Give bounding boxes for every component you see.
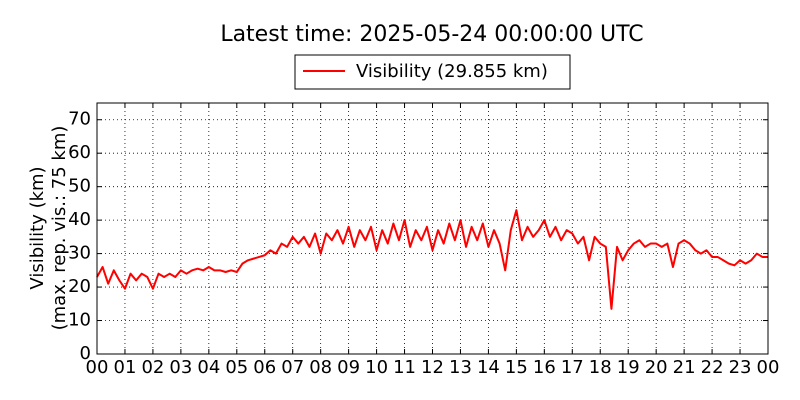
y-tick-label: 70 — [68, 109, 91, 130]
x-tick-label: 01 — [114, 357, 137, 378]
y-tick-label: 10 — [68, 310, 91, 331]
x-tick-label: 09 — [337, 357, 360, 378]
x-tick-label: 18 — [589, 357, 612, 378]
y-label-line: Visibility (km) — [27, 166, 48, 289]
y-tick-label: 60 — [68, 142, 91, 163]
y-label-line: (max. rep. vis.: 75 km) — [49, 126, 70, 331]
x-tick-label: 13 — [449, 357, 472, 378]
x-tick-label: 23 — [729, 357, 752, 378]
x-tick-label: 16 — [533, 357, 556, 378]
x-tick-label: 19 — [617, 357, 640, 378]
chart-title: Latest time: 2025-05-24 00:00:00 UTC — [220, 22, 643, 47]
x-tick-label: 11 — [393, 357, 416, 378]
data-line — [96, 209, 768, 310]
x-tick-label: 12 — [421, 357, 444, 378]
x-tick-label: 06 — [253, 357, 276, 378]
plot-frame — [96, 102, 769, 355]
x-tick-label: 14 — [477, 357, 500, 378]
y-tick-label: 30 — [68, 243, 91, 264]
x-tick-label: 04 — [197, 357, 220, 378]
x-tick-label: 15 — [505, 357, 528, 378]
x-tick-label: 03 — [169, 357, 192, 378]
x-tick-label: 10 — [365, 357, 388, 378]
x-tick-label: 21 — [673, 357, 696, 378]
x-tick-label: 07 — [281, 357, 304, 378]
x-tick-label: 17 — [561, 357, 584, 378]
x-tick-label: 00 — [86, 357, 109, 378]
legend-label: Visibility (29.855 km) — [356, 61, 548, 82]
y-tick-label: 20 — [68, 276, 91, 297]
y-tick-label: 0 — [80, 343, 91, 364]
x-tick-label: 05 — [225, 357, 248, 378]
x-tick-label: 22 — [701, 357, 724, 378]
y-tick-label: 50 — [68, 176, 91, 197]
x-tick-label: 20 — [645, 357, 668, 378]
y-tick-label: 40 — [68, 209, 91, 230]
y-axis-label: Visibility (km) (max. rep. vis.: 75 km) — [27, 126, 70, 331]
x-tick-label: 00 — [757, 357, 780, 378]
x-tick-label: 08 — [309, 357, 332, 378]
x-tick-label: 02 — [141, 357, 164, 378]
